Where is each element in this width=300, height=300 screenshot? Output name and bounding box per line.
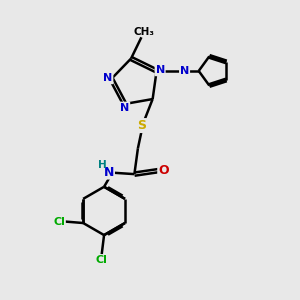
Text: N: N [155,65,165,75]
Text: N: N [180,66,189,76]
Text: CH₃: CH₃ [133,27,154,37]
Text: O: O [158,164,169,177]
Text: S: S [137,119,146,132]
Text: N: N [103,166,114,178]
Text: N: N [103,73,112,83]
Text: N: N [120,103,129,112]
Text: H: H [98,160,106,170]
Text: Cl: Cl [53,217,65,226]
Text: Cl: Cl [96,255,108,265]
